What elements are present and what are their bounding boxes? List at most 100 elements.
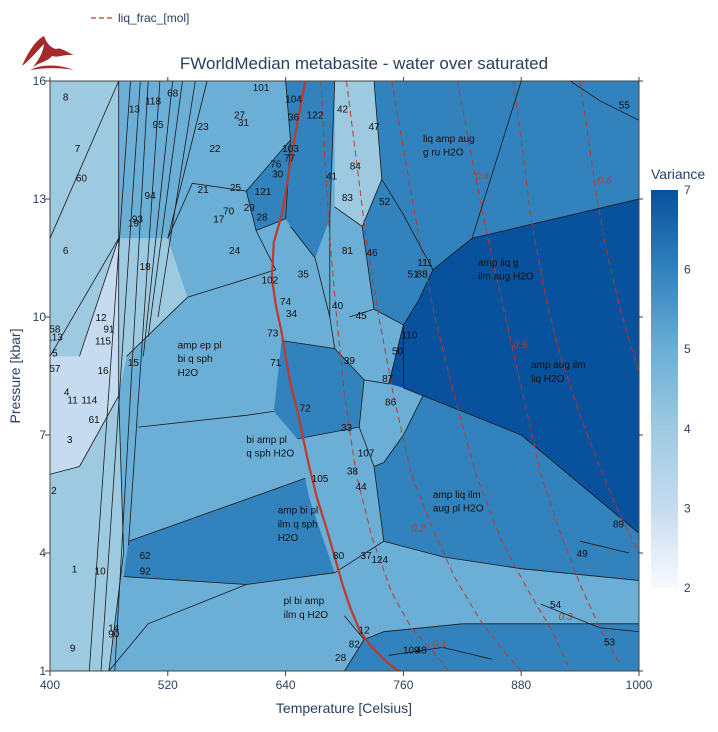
phase-boundary xyxy=(108,584,247,671)
colorbar-tick-label: 2 xyxy=(684,581,691,595)
phase-boundary xyxy=(187,269,276,298)
assemblage-id-label: 22 xyxy=(209,144,221,155)
solidus-line xyxy=(270,81,400,671)
assemblage-id-label: 86 xyxy=(385,398,397,409)
assemblage-id-label: 19 xyxy=(128,219,140,230)
variance-field xyxy=(329,309,404,384)
assemblage-id-label: 30 xyxy=(272,169,284,180)
assemblage-id-label: 49 xyxy=(577,549,589,560)
assemblage-id-label: 18 xyxy=(140,262,152,273)
field-label: pl bi amp xyxy=(284,596,325,607)
assemblage-id-label: 28 xyxy=(256,213,268,224)
phase-boundary xyxy=(540,603,639,633)
assemblage-id-label: 50 xyxy=(392,346,404,357)
y-tick-label: 13 xyxy=(33,192,47,206)
assemblage-id-label: 56 xyxy=(607,71,619,82)
variance-field xyxy=(246,140,291,231)
colorbar-tick-label: 6 xyxy=(684,263,691,277)
phase-boundary xyxy=(79,395,120,467)
field-label: bi amp pl xyxy=(246,435,287,446)
assemblage-id-label: 21 xyxy=(198,185,210,196)
variance-field xyxy=(344,623,639,671)
colorbar-tick-label: 3 xyxy=(684,501,691,515)
variance-field xyxy=(297,427,384,573)
assemblage-id-label: 104 xyxy=(285,95,302,106)
assemblage-id-label: 122 xyxy=(307,110,324,121)
assemblage-id-label: 41 xyxy=(326,171,338,182)
phase-boundary xyxy=(128,81,161,546)
assemblage-id-label: 10 xyxy=(95,567,107,578)
field-label: liq amp aug xyxy=(423,134,475,145)
variance-field xyxy=(128,411,306,542)
assemblage-id-label: 70 xyxy=(223,207,235,218)
assemblage-id-label: 11 xyxy=(67,396,78,407)
variance-field xyxy=(275,226,335,349)
phase-boundary xyxy=(422,395,639,534)
phase-boundary xyxy=(157,81,196,318)
phase-boundary xyxy=(334,426,385,574)
x-tick-label: 400 xyxy=(40,678,60,692)
assemblage-id-label: 81 xyxy=(342,246,354,257)
variance-field xyxy=(359,379,423,467)
phase-boundary xyxy=(329,81,336,317)
phase-boundary xyxy=(147,81,183,337)
legend-entry: liq_frac_[mol] xyxy=(118,11,189,25)
variance-field xyxy=(334,81,382,227)
assemblage-id-label: 33 xyxy=(341,423,353,434)
colorbar-ticks: 2 3 4 5 6 7 xyxy=(684,183,691,595)
phase-boundary xyxy=(373,395,424,467)
field-label: H2O xyxy=(178,368,199,379)
assemblage-id-label: 61 xyxy=(89,415,101,426)
assemblage-id-label: 83 xyxy=(342,193,354,204)
assemblage-id-label: 124 xyxy=(371,555,388,566)
assemblage-id-label: 1 xyxy=(72,565,78,576)
assemblage-id-label: 46 xyxy=(366,248,378,259)
assemblage-id-label: 34 xyxy=(286,309,298,320)
variance-field xyxy=(167,81,291,239)
y-tick-label: 7 xyxy=(39,428,46,442)
phase-boundary xyxy=(79,238,120,357)
x-axis-title: Temperature [Celsius] xyxy=(276,700,412,716)
assemblage-id-label: 87 xyxy=(382,374,394,385)
assemblage-id-label: 105 xyxy=(312,474,329,485)
assemblage-id-label: 102 xyxy=(262,276,279,287)
assemblage-id-label: 6 xyxy=(63,246,69,257)
assemblage-id-label: 82 xyxy=(349,639,361,650)
colorbar-title: Variance xyxy=(651,166,705,182)
assemblage-id-label: 31 xyxy=(238,118,250,129)
y-tick-label: 10 xyxy=(33,310,47,324)
assemblage-id-label: 29 xyxy=(244,203,256,214)
colorbar-tick-label: 5 xyxy=(684,342,691,356)
field-label: bi q sph xyxy=(178,354,213,365)
assemblage-id-label: 93 xyxy=(132,215,144,226)
assemblage-id-label: 39 xyxy=(344,356,356,367)
assemblage-id-label: 2 xyxy=(51,486,57,497)
variance-field xyxy=(374,81,522,270)
assemblage-id-label: 16 xyxy=(97,366,109,377)
liq-frac-isopleth xyxy=(512,81,639,554)
assemblage-id-label: 80 xyxy=(333,551,345,562)
phase-boundary xyxy=(167,81,208,239)
phase-boundary xyxy=(285,81,291,219)
assemblage-id-label: 90 xyxy=(108,630,120,641)
field-label: amp liq ilm xyxy=(433,490,481,501)
field-label: amp ep pl xyxy=(178,341,222,352)
assemblage-id-label: 74 xyxy=(280,297,292,308)
variance-field xyxy=(50,238,119,475)
phase-boundary xyxy=(344,615,365,671)
legend: liq_frac_[mol] xyxy=(91,11,189,25)
phase-boundary xyxy=(402,324,424,397)
assemblage-id-label: 27 xyxy=(234,110,246,121)
assemblage-id-label: 12 xyxy=(95,313,107,324)
assemblage-id-label: 68 xyxy=(167,89,179,100)
assemblage-id-label: 15 xyxy=(128,358,140,369)
assemblage-id-label: 94 xyxy=(145,191,157,202)
phase-boundary xyxy=(50,81,120,239)
assemblage-id-label: 9 xyxy=(70,643,76,654)
colorbar-tick-label: 4 xyxy=(684,422,691,436)
assemblage-id-label: 54 xyxy=(550,600,562,611)
logo-icon xyxy=(22,36,74,70)
assemblage-id-label: 84 xyxy=(350,162,362,173)
